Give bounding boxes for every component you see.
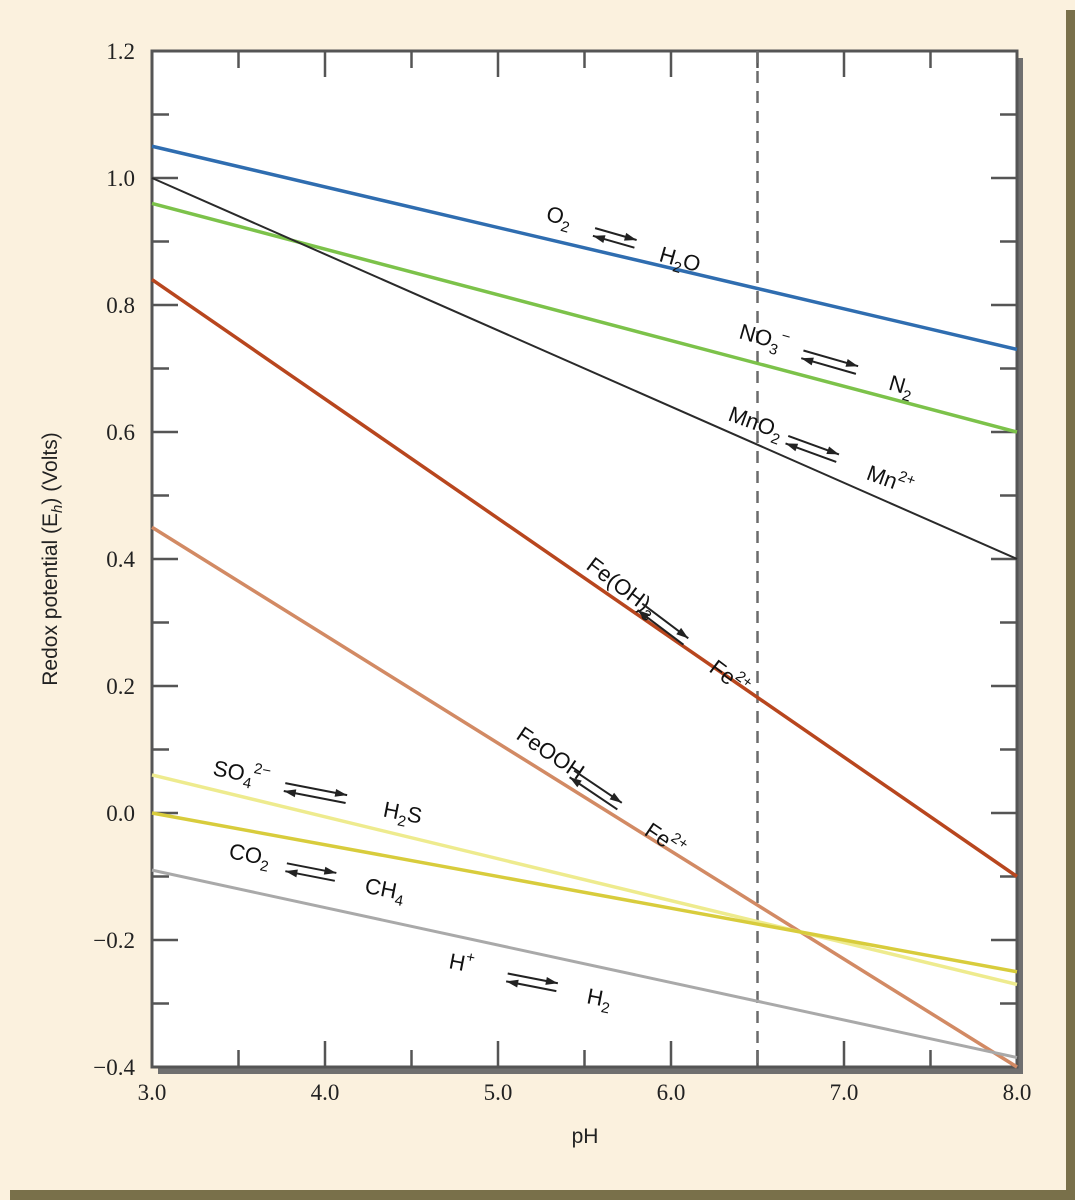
forward-arrowhead <box>545 977 558 985</box>
y-tick-label: −0.2 <box>93 928 135 953</box>
reverse-arrowhead <box>285 869 298 878</box>
x-tick-label: 5.0 <box>484 1080 513 1105</box>
axis-ticks <box>152 51 1017 1067</box>
frame-border-right <box>1066 10 1075 1200</box>
y-tick-label: 0.0 <box>106 801 135 826</box>
forward-arrowhead <box>609 792 622 803</box>
reaction-label: H+ H2 <box>447 945 614 1017</box>
forward-arrowhead <box>845 359 859 367</box>
forward-arrowhead <box>623 232 637 241</box>
equilibrium-arrows-icon <box>285 862 337 882</box>
x-axis-title: pH <box>572 1125 599 1148</box>
equilibrium-arrows-icon <box>800 349 859 375</box>
series-line <box>151 868 1018 1059</box>
x-tick-label: 3.0 <box>138 1080 167 1105</box>
reaction-label: CO2 CH4 <box>226 838 407 910</box>
reverse-arrowhead <box>569 777 582 788</box>
frame-border-bottom <box>10 1190 1075 1200</box>
x-tick-labels: 3.0 4.0 5.0 6.0 7.0 8.0 <box>138 1080 1032 1105</box>
equilibrium-arrows-icon <box>569 769 623 811</box>
plot-area <box>150 49 1019 1069</box>
series-line <box>151 525 1018 1069</box>
equilibrium-arrows-icon <box>636 602 689 646</box>
y-tick-label: 1.2 <box>106 39 135 64</box>
x-tick-label: 7.0 <box>830 1080 859 1105</box>
reduced-species: H2S <box>380 797 424 834</box>
y-tick-labels: −0.4 −0.2 0.0 0.2 0.4 0.6 0.8 1.0 1.2 <box>93 39 135 1080</box>
forward-arrowhead <box>334 788 348 797</box>
equilibrium-arrows-icon <box>785 434 840 463</box>
oxidized-species: CO2 <box>226 838 272 875</box>
series-line <box>151 177 1018 560</box>
reduced-species: H2O <box>655 242 703 282</box>
forward-arrowhead <box>676 627 689 639</box>
y-axis-title: Redox potential (Eh) (Volts) <box>39 432 66 685</box>
reverse-arrowhead <box>785 443 799 452</box>
equilibrium-arrows-icon <box>592 227 637 249</box>
reverse-arrowhead <box>283 789 297 798</box>
series-line <box>151 811 1018 974</box>
reverse-arrowhead <box>592 235 606 243</box>
equilibrium-arrows-icon <box>505 972 559 993</box>
oxidized-species: H+ <box>447 945 477 977</box>
y-tick-label: 0.8 <box>106 293 135 318</box>
series-line <box>151 144 1018 352</box>
y-tick-label: 0.2 <box>106 674 135 699</box>
x-tick-label: 8.0 <box>1003 1080 1032 1105</box>
x-tick-label: 6.0 <box>657 1080 686 1105</box>
series-line <box>151 278 1018 878</box>
equilibrium-arrows-icon <box>283 782 348 804</box>
reduced-species: H2 <box>584 983 614 1017</box>
oxidized-species: SO42− <box>210 752 273 795</box>
reaction-label: SO42− H2S <box>210 752 424 834</box>
y-tick-label: 0.6 <box>106 420 135 445</box>
y-tick-label: 0.4 <box>106 547 135 572</box>
forward-arrowhead <box>323 866 337 875</box>
forward-arrowhead <box>826 446 839 455</box>
reduced-species: N2 <box>885 370 917 406</box>
reverse-arrowhead <box>637 610 650 621</box>
reverse-arrowhead <box>801 357 814 366</box>
x-tick-label: 4.0 <box>311 1080 340 1105</box>
y-tick-label: 1.0 <box>106 166 135 191</box>
reverse-arrowhead <box>506 979 519 988</box>
reduced-species: CH4 <box>362 873 407 910</box>
y-tick-label: −0.4 <box>93 1055 135 1080</box>
series-lines <box>151 144 1018 1069</box>
series-line <box>151 773 1018 987</box>
